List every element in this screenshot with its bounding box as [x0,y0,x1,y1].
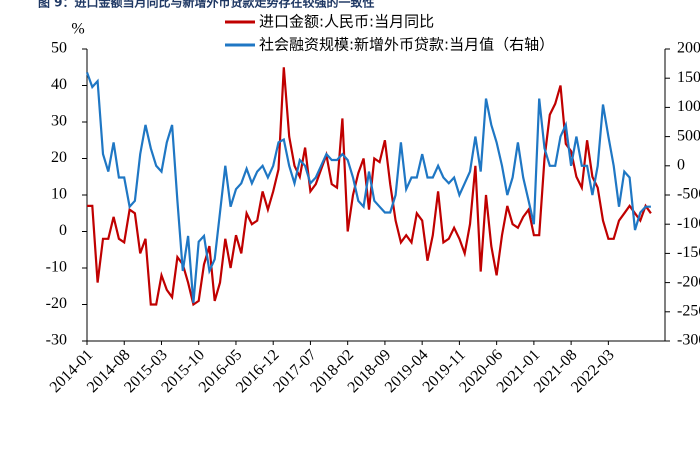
y-tick-label: 0 [59,222,67,239]
series-line [85,72,651,304]
y2-tick-label: -1500 [677,244,700,261]
series-line [87,67,652,307]
y2-tick-label: -2500 [677,302,700,319]
y-axis-unit: % [71,21,84,38]
y2-tick-label: 1500 [677,69,700,86]
chart-title: 图 9：进口金额当月同比与新增外币贷款走势存在较强的一致性 [38,0,375,10]
y2-tick-label: 2000 [677,40,700,57]
y-tick-label: 50 [51,40,67,57]
y2-tick-label: -3000 [677,332,700,349]
legend-label: 社会融资规模:新增外币贷款:当月值（右轴） [259,36,554,54]
y2-tick-label: 1000 [677,98,700,115]
legend-label: 进口金额:人民币:当月同比 [259,13,434,31]
y-tick-label: 30 [51,113,67,130]
y2-tick-label: -2000 [677,273,700,290]
y2-tick-label: 0 [677,156,685,173]
y-tick-label: 10 [51,186,67,203]
y-tick-label: -30 [46,332,67,349]
y-tick-label: 40 [51,76,67,93]
y-tick-label: 20 [51,149,67,166]
y-tick-label: -10 [46,259,67,276]
y2-tick-label: 500 [677,127,700,144]
y2-tick-label: -1000 [677,215,700,232]
y-tick-label: -20 [46,295,67,312]
y2-tick-label: -500 [677,186,700,203]
